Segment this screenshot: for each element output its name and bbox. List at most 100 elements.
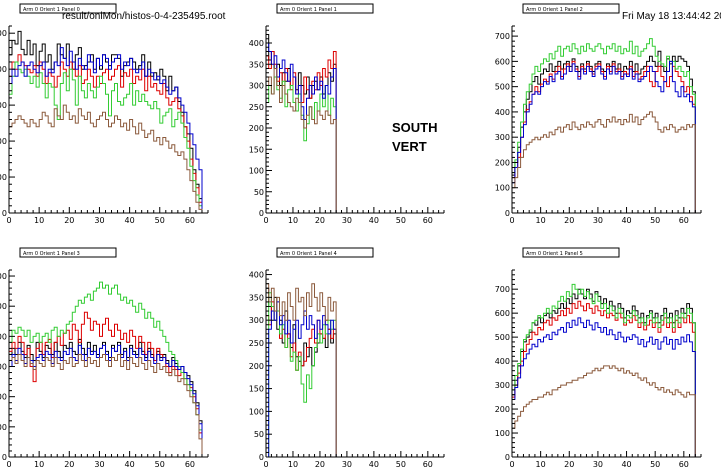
y-tick-label: 150 (249, 385, 264, 394)
panel-title-box (276, 247, 374, 258)
y-tick-label: 300 (0, 101, 7, 110)
y-tick-label: 300 (495, 381, 510, 390)
x-tick-label: 0 (6, 460, 11, 469)
x-tick-label: 60 (423, 216, 433, 225)
y-tick-label: 500 (0, 302, 7, 311)
series-black (511, 288, 699, 458)
x-tick-label: 60 (679, 460, 689, 469)
y-tick-label: 100 (0, 423, 7, 432)
x-tick-label: 60 (185, 216, 195, 225)
x-tick-label: 30 (94, 460, 104, 469)
series-brown (511, 111, 699, 214)
x-tick-label: 0 (509, 216, 514, 225)
y-tick-label: 100 (495, 184, 510, 193)
panel-title: Arm 0 Orient 1 Panel 1 (280, 7, 337, 13)
y-tick-label: 350 (249, 293, 264, 302)
x-tick-label: 10 (288, 460, 298, 469)
series-brown (511, 365, 699, 458)
series-red (8, 311, 205, 458)
x-tick-label: 20 (564, 460, 574, 469)
series-green (8, 61, 205, 214)
y-tick-label: 700 (495, 285, 510, 294)
series-brown (265, 68, 339, 214)
histogram-panel-5: Arm 0 Orient 1 Panel 5 0 10 20 30 40 50 60 0 100 2… (495, 247, 702, 469)
x-tick-label: 60 (185, 460, 195, 469)
y-tick-label: 100 (0, 173, 7, 182)
series-blue (511, 317, 699, 458)
y-tick-label: 400 (249, 39, 264, 48)
y-tick-label: 400 (249, 271, 264, 280)
series-brown (8, 104, 205, 214)
series-green (8, 281, 205, 458)
x-tick-label: 10 (34, 460, 44, 469)
y-tick-label: 500 (495, 83, 510, 92)
y-tick-label: 600 (495, 57, 510, 66)
x-tick-label: 0 (263, 216, 268, 225)
x-tick-label: 40 (621, 460, 631, 469)
x-tick-label: 0 (6, 216, 11, 225)
timestamp-label: Fri May 18 13:44:42 2007 (622, 11, 721, 22)
panel-title-box (522, 247, 620, 258)
x-tick-label: 50 (155, 216, 165, 225)
panel-title-box (19, 247, 117, 258)
series-blue (8, 47, 205, 214)
y-tick-label: 400 (495, 357, 510, 366)
x-tick-label: 10 (34, 216, 44, 225)
series-red (511, 300, 699, 458)
y-tick-label: 100 (495, 429, 510, 438)
x-tick-label: 60 (423, 460, 433, 469)
series-green (511, 283, 699, 458)
panel-title: Arm 0 Orient 1 Panel 2 (526, 7, 583, 13)
y-tick-label: 500 (0, 29, 7, 38)
y-tick-label: 200 (249, 124, 264, 133)
y-tick-label: 700 (495, 32, 510, 41)
y-tick-label: 350 (249, 60, 264, 69)
y-tick-label: 0 (259, 453, 264, 462)
series-red (8, 54, 205, 214)
x-tick-label: 20 (64, 216, 74, 225)
histogram-panel-4: Arm 0 Orient 1 Panel 4 0 10 20 30 40 50 60 0 50 10… (249, 247, 445, 469)
y-tick-label: 0 (259, 209, 264, 218)
x-tick-label: 10 (536, 216, 546, 225)
y-tick-label: 200 (0, 137, 7, 146)
x-tick-label: 0 (509, 460, 514, 469)
panel-title: Arm 0 Orient 1 Panel 5 (526, 251, 583, 257)
y-tick-label: 600 (0, 272, 7, 281)
series-brown (8, 354, 205, 458)
y-tick-label: 0 (505, 209, 510, 218)
x-tick-label: 10 (536, 460, 546, 469)
x-tick-label: 30 (342, 216, 352, 225)
panel-title-box (522, 3, 620, 14)
x-tick-label: 20 (315, 216, 325, 225)
x-tick-label: 40 (125, 216, 135, 225)
x-tick-label: 20 (64, 460, 74, 469)
y-tick-label: 200 (0, 393, 7, 402)
series-brown (265, 283, 339, 458)
y-tick-label: 200 (495, 405, 510, 414)
x-tick-label: 50 (650, 460, 660, 469)
x-tick-label: 10 (288, 216, 298, 225)
panel-title: Arm 0 Orient 1 Panel 3 (23, 251, 80, 257)
x-tick-label: 30 (593, 460, 603, 469)
x-tick-label: 40 (369, 460, 379, 469)
x-tick-label: 30 (342, 460, 352, 469)
y-tick-label: 250 (249, 339, 264, 348)
vert-label: VERT (392, 139, 427, 154)
file-path-label: result/onlMon/histos-0-4-235495.root (62, 11, 226, 22)
series-blue (511, 60, 699, 214)
histogram-panel-3: Arm 0 Orient 1 Panel 3010203040506001002… (0, 247, 209, 469)
y-tick-label: 0 (505, 453, 510, 462)
x-tick-label: 40 (369, 216, 379, 225)
south-label: SOUTH (392, 120, 438, 135)
x-tick-label: 20 (315, 460, 325, 469)
x-tick-label: 60 (679, 216, 689, 225)
panel-title-box (276, 3, 374, 14)
x-tick-label: 0 (263, 460, 268, 469)
series-green (265, 76, 339, 214)
y-tick-label: 50 (254, 188, 264, 197)
y-tick-label: 300 (495, 133, 510, 142)
y-tick-label: 200 (249, 362, 264, 371)
y-tick-label: 400 (495, 108, 510, 117)
x-tick-label: 30 (593, 216, 603, 225)
